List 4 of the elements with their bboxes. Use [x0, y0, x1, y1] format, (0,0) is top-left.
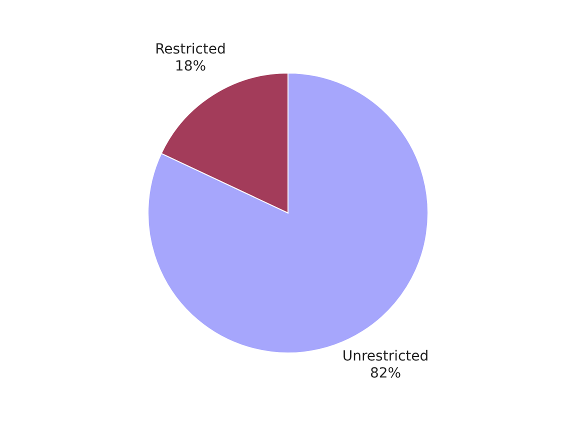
slice-label: Restricted: [155, 41, 226, 58]
slice-label: Unrestricted: [342, 348, 429, 365]
data-label: 18%: [174, 58, 206, 74]
data-label: 82%: [370, 366, 402, 382]
